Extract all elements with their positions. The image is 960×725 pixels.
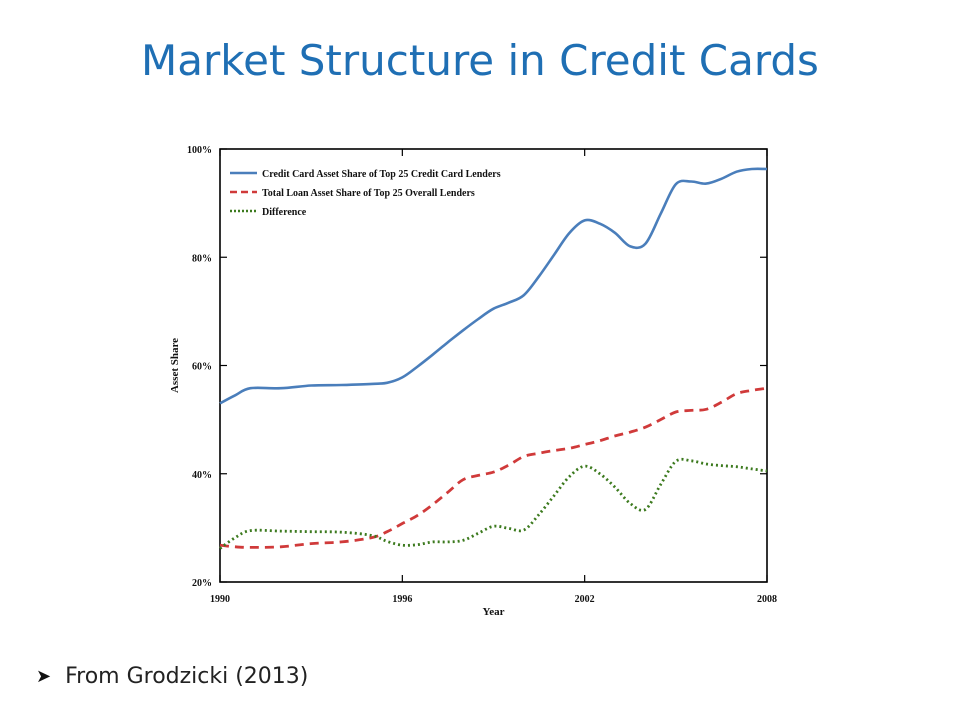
chart-legend: Credit Card Asset Share of Top 25 Credit… (230, 169, 501, 218)
legend-label-1: Credit Card Asset Share of Top 25 Credit… (262, 169, 501, 180)
chart-lines (219, 167, 768, 550)
slide-title: Market Structure in Credit Cards (141, 36, 819, 85)
source-text: From Grodzicki (2013) (65, 664, 309, 689)
y-tick-label: 80% (192, 253, 212, 264)
y-tick-label: 20% (192, 578, 212, 589)
y-tick-label: 60% (192, 362, 212, 373)
chart-axes: 20% 40% 60% 80% 100% 1990 1996 2002 2008 Year Asse… (169, 145, 777, 618)
source-bullet: ➤ From Grodzicki (2013) (36, 664, 308, 689)
series-line-2 (219, 386, 768, 549)
legend-label-2: Total Loan Asset Share of Top 25 Overall… (262, 188, 475, 199)
series-line-3 (219, 457, 768, 550)
legend-label-3: Difference (262, 207, 307, 218)
arrow-bullet-icon: ➤ (36, 666, 52, 687)
y-axis-label: Asset Share (169, 338, 181, 393)
x-tick-label: 1990 (210, 594, 230, 605)
y-tick-label: 40% (192, 470, 212, 481)
series-line-1 (219, 167, 768, 405)
x-tick-label: 2008 (757, 594, 777, 605)
y-tick-label: 100% (187, 145, 212, 156)
x-tick-label: 1996 (392, 594, 412, 605)
x-tick-label: 2002 (575, 594, 595, 605)
x-axis-label: Year (483, 606, 505, 618)
